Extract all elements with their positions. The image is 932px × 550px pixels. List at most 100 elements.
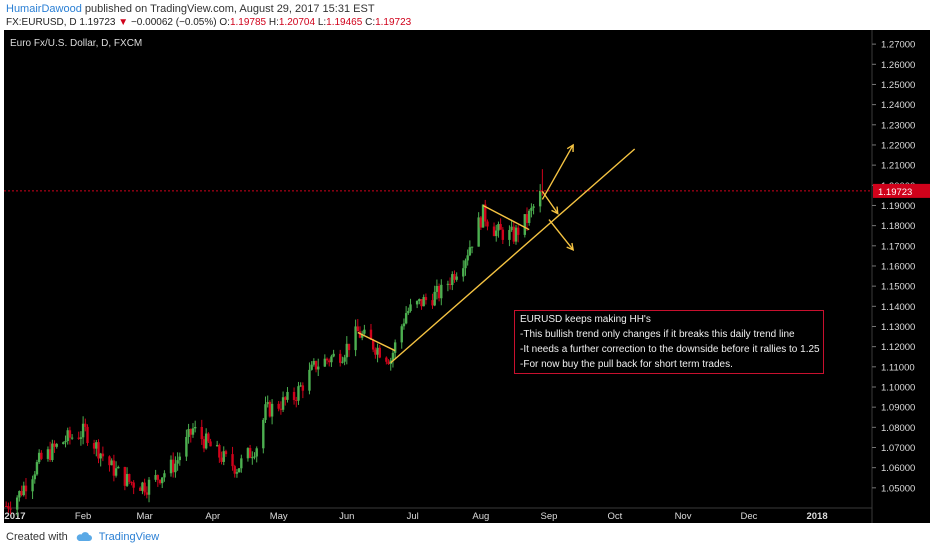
candle-body	[486, 221, 489, 227]
arrow-down-1-line	[541, 190, 559, 214]
low-value: 1.19465	[326, 17, 363, 28]
candle-body	[262, 419, 265, 449]
candle-body	[525, 214, 529, 223]
candle-body	[40, 452, 43, 459]
candle-body	[295, 400, 298, 402]
time-tick-label: 2018	[806, 511, 827, 522]
last-price: 1.19723	[79, 17, 116, 28]
candle-body	[517, 227, 520, 235]
time-tick-label: Feb	[75, 511, 91, 522]
candle-body	[301, 385, 305, 391]
candle-body	[66, 430, 69, 442]
price-tick-label: 1.27000	[881, 40, 915, 51]
price-tick-label: 1.12000	[881, 342, 915, 353]
candle-body	[538, 190, 542, 207]
candle-body	[132, 482, 135, 488]
candle-body	[112, 460, 116, 476]
candle-body	[400, 326, 403, 343]
tradingview-link[interactable]: TradingView	[98, 531, 160, 543]
annotation-box[interactable]: EURUSD keeps making HH's -This bullish t…	[514, 310, 824, 374]
candle-body	[371, 339, 375, 350]
candle-body	[95, 442, 98, 449]
open-label: O:	[219, 17, 230, 28]
last-price-tag-label: 1.19723	[878, 187, 912, 198]
candle-body	[147, 479, 151, 495]
candle-body	[501, 229, 505, 240]
candle-body	[299, 385, 302, 387]
candle-body	[172, 459, 175, 473]
candle-body	[455, 276, 458, 280]
candle-body	[409, 304, 412, 311]
candle-body	[202, 439, 206, 449]
candle-body	[191, 428, 195, 435]
candle-body	[385, 357, 388, 362]
candle-body	[128, 474, 131, 482]
candle-body	[532, 206, 535, 208]
price-tick-label: 1.11000	[881, 362, 915, 373]
candle-body	[391, 352, 395, 361]
footer: Created with TradingView	[6, 531, 159, 543]
candle-body	[297, 386, 300, 401]
candle-body	[378, 347, 381, 358]
chart-area[interactable]: 1.27000 1.26000 1.25000 1.24000 1.23000 1.220…	[4, 30, 930, 523]
candle-body	[387, 361, 390, 365]
candle-body	[141, 482, 144, 491]
candle-body	[499, 224, 502, 230]
candle-body	[497, 224, 500, 231]
candle-body	[308, 369, 311, 391]
candle-body	[117, 466, 120, 469]
close-value: 1.19723	[375, 17, 412, 28]
time-tick-label: May	[270, 511, 288, 522]
time-tick-label: Dec	[740, 511, 757, 522]
candle-body	[341, 361, 344, 363]
candle-body	[345, 343, 349, 358]
last-price-tag	[873, 183, 930, 198]
candle-body	[266, 402, 269, 405]
chart-canvas[interactable]: 1.27000 1.26000 1.25000 1.24000 1.23000 1.220…	[4, 30, 930, 523]
uptrend-line	[390, 148, 636, 364]
candle-body	[323, 358, 327, 367]
candle-body	[523, 214, 526, 235]
author-link[interactable]: HumairDawood	[6, 3, 82, 15]
candle-body	[114, 468, 118, 476]
time-tick-label: Apr	[205, 511, 220, 522]
candle-body	[479, 217, 483, 228]
candle-body	[240, 458, 243, 469]
candle-body	[222, 451, 225, 462]
close-label: C:	[365, 17, 376, 28]
candle-body	[433, 291, 436, 306]
candle-body	[178, 456, 181, 461]
candle-body	[451, 274, 454, 285]
candle-body	[110, 460, 113, 466]
candle-body	[70, 437, 74, 439]
candle-body	[325, 358, 329, 361]
candle-body	[215, 445, 219, 447]
candle-body	[143, 482, 146, 493]
candle-body	[123, 466, 127, 486]
time-tick-label: Aug	[472, 511, 489, 522]
candle-body	[145, 492, 149, 495]
candle-body	[204, 433, 208, 449]
candle-body	[464, 260, 467, 269]
candle-body	[354, 326, 357, 351]
price-tick-label: 1.16000	[881, 261, 915, 272]
candle-body	[495, 230, 498, 237]
candle-body	[374, 349, 377, 355]
candle-body	[339, 353, 342, 363]
candle-body	[97, 442, 100, 459]
annotation-line-4: -For now buy the pull back for short ter…	[520, 359, 733, 370]
time-tick-label: Nov	[675, 511, 692, 522]
candle-body	[251, 457, 254, 459]
annotation-line-3: -It needs a further correction to the do…	[520, 344, 820, 355]
candle-body	[508, 230, 511, 240]
candle-body	[477, 217, 480, 247]
candle-body	[31, 479, 34, 492]
down-arrow-icon: ▼	[118, 17, 129, 28]
candle-body	[314, 360, 318, 370]
candle-body	[51, 443, 54, 460]
candle-body	[422, 297, 425, 307]
candle-body	[446, 283, 450, 285]
candle-body	[393, 342, 397, 353]
candle-body	[130, 481, 133, 483]
price-tick-label: 1.15000	[881, 282, 915, 293]
